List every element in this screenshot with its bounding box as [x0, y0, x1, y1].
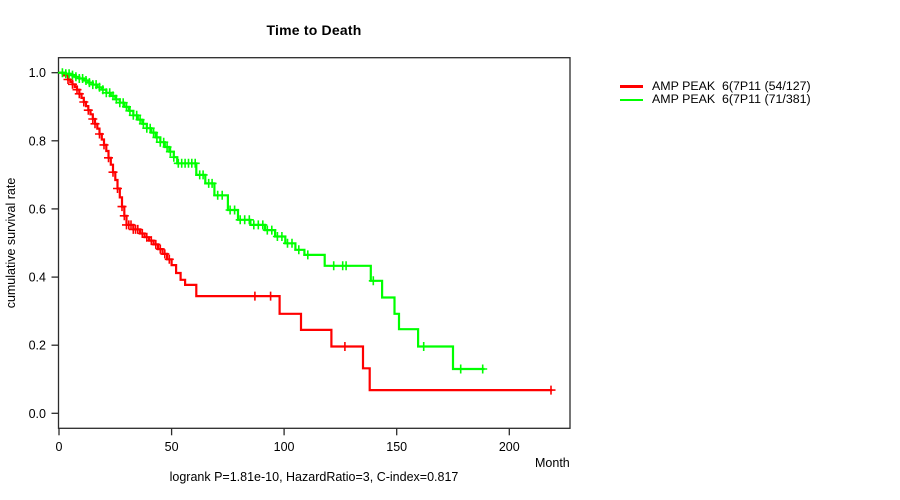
legend-item-red: AMP PEAK 6(7P11 (54/127)	[620, 79, 811, 93]
x-axis-label: Month	[535, 456, 570, 470]
x-tick-label: 100	[274, 440, 295, 454]
x-tick-label: 0	[56, 440, 63, 454]
legend-label-green: AMP PEAK 6(7P11 (71/381)	[652, 92, 811, 107]
y-tick-label: 0.8	[29, 134, 46, 148]
legend: AMP PEAK 6(7P11 (54/127) AMP PEAK 6(7P11…	[620, 79, 811, 107]
plot-title: Time to Death	[266, 22, 362, 38]
legend-line-swatch-green	[620, 98, 643, 102]
x-tick-label: 150	[386, 440, 407, 454]
censor-marks-0	[63, 75, 556, 395]
y-tick-label: 0.2	[29, 339, 46, 353]
legend-item-green: AMP PEAK 6(7P11 (71/381)	[620, 92, 811, 107]
x-tick-label: 200	[499, 440, 520, 454]
legend-line-swatch-red	[620, 85, 643, 88]
x-tick-label: 50	[165, 440, 179, 454]
y-tick-label: 0.6	[29, 202, 46, 216]
stats-annotation: logrank P=1.81e-10, HazardRatio=3, C-ind…	[169, 470, 459, 484]
y-tick-label: 1.0	[29, 66, 46, 80]
y-tick-label: 0.4	[29, 271, 46, 285]
survival-curve-1	[59, 71, 485, 371]
censor-marks-1	[57, 68, 488, 374]
legend-label-red: AMP PEAK 6(7P11 (54/127)	[652, 79, 811, 93]
y-tick-label: 0.0	[29, 407, 46, 421]
plot-border	[57, 57, 571, 429]
survival-curve-0	[59, 71, 553, 392]
